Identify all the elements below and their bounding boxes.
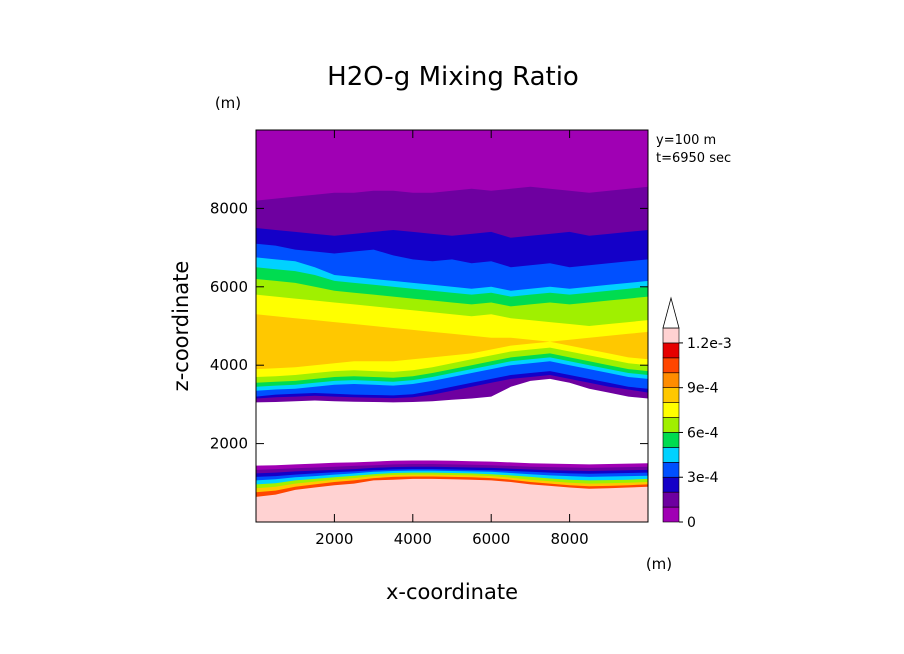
colorbar-tick-label: 6e-4	[687, 425, 719, 441]
colorbar-swatch	[662, 342, 680, 359]
annotation-time: t=6950 sec	[656, 151, 731, 166]
y-tick-label: 6000	[210, 278, 248, 296]
colorbar-swatch	[662, 357, 680, 374]
x-unit-label: (m)	[646, 555, 672, 573]
colorbar-tick-label: 0	[687, 515, 696, 531]
annotation-y-position: y=100 m	[656, 133, 716, 148]
upper-contour-band	[256, 130, 648, 201]
colorbar-swatch	[662, 476, 680, 493]
x-tick-label: 6000	[472, 530, 510, 548]
colorbar-swatch	[662, 491, 680, 508]
colorbar-tick-label: 1.2e-3	[687, 336, 732, 352]
colorbar: 0 3e-4 6e-4 9e-4 1.2e-3	[662, 296, 732, 531]
colorbar-tick-label: 3e-4	[687, 470, 719, 486]
y-tick-label: 2000	[210, 435, 248, 453]
colorbar-swatch	[662, 387, 680, 403]
x-axis-label: x-coordinate	[386, 580, 518, 604]
colorbar-swatch	[662, 327, 680, 344]
colorbar-swatch	[662, 402, 680, 418]
y-tick-label: 8000	[210, 199, 248, 217]
y-tick-label: 4000	[210, 356, 248, 374]
colorbar-extend-arrow	[662, 296, 680, 329]
colorbar-swatch	[662, 506, 680, 523]
upper-contour-band	[256, 314, 648, 370]
x-axis: 2000 4000 6000 8000	[315, 130, 589, 548]
lower-contour-band	[256, 478, 648, 522]
colorbar-swatch	[662, 462, 680, 478]
x-tick-label: 4000	[394, 530, 432, 548]
colorbar-swatch	[662, 447, 680, 463]
colorbar-swatch	[662, 417, 680, 433]
plot-frame	[255, 129, 649, 523]
x-tick-label: 8000	[551, 530, 589, 548]
colorbar-swatch	[662, 432, 680, 448]
y-axis: 2000 4000 6000 8000	[210, 199, 648, 453]
y-axis-label: z-coordinate	[169, 261, 193, 392]
y-unit-label: (m)	[215, 94, 241, 112]
chart-title: H2O-g Mixing Ratio	[327, 62, 579, 92]
colorbar-tick-label: 9e-4	[687, 381, 719, 397]
colorbar-swatch	[662, 372, 680, 388]
plot-area	[256, 130, 648, 522]
x-tick-label: 2000	[315, 530, 353, 548]
